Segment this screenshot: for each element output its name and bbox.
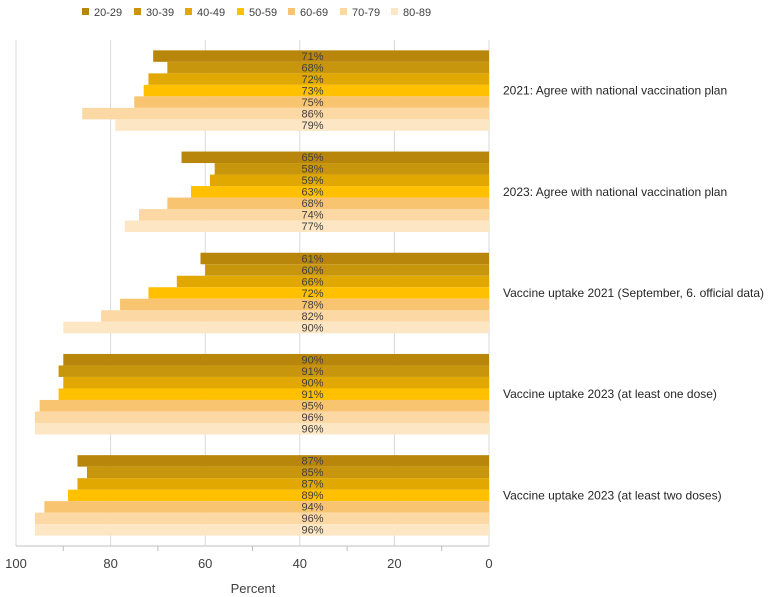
x-tick-label: 80 bbox=[103, 556, 117, 571]
legend-label-30-39: 30-39 bbox=[146, 7, 174, 19]
bar-70-79-4 bbox=[34, 512, 490, 525]
bar-60-69-4 bbox=[44, 501, 489, 513]
bar-50-59-4 bbox=[68, 489, 489, 502]
bar-20-29-0 bbox=[153, 50, 490, 62]
bar-30-39-2 bbox=[205, 264, 489, 276]
x-axis-title: Percent bbox=[231, 581, 276, 596]
legend-label-80-89: 80-89 bbox=[403, 7, 431, 19]
bar-70-79-0 bbox=[82, 107, 489, 120]
bar-80-89-0 bbox=[115, 119, 489, 131]
legend-swatch-60-69 bbox=[288, 8, 295, 15]
data-label: 72% bbox=[301, 74, 323, 86]
bar-60-69-0 bbox=[134, 96, 489, 108]
bar-40-49-1 bbox=[209, 174, 489, 187]
data-label: 63% bbox=[301, 187, 323, 199]
data-label: 73% bbox=[301, 85, 323, 97]
bar-50-59-1 bbox=[191, 186, 489, 198]
data-label: 87% bbox=[301, 479, 323, 491]
x-tick-label: 60 bbox=[198, 556, 212, 571]
data-label: 61% bbox=[301, 253, 323, 265]
bar-60-69-2 bbox=[120, 298, 489, 311]
bar-60-69-3 bbox=[39, 399, 490, 412]
category-label: 2023: Agree with national vaccination pl… bbox=[503, 185, 727, 199]
data-label: 96% bbox=[301, 423, 323, 435]
legend-swatch-50-59 bbox=[237, 8, 244, 15]
data-label: 96% bbox=[301, 513, 323, 525]
data-label: 90% bbox=[301, 322, 323, 334]
data-label: 60% bbox=[301, 265, 323, 277]
legend-label-60-69: 60-69 bbox=[300, 7, 328, 19]
bar-20-29-2 bbox=[200, 252, 489, 265]
legend-swatch-30-39 bbox=[134, 8, 141, 15]
bar-40-49-0 bbox=[148, 73, 489, 85]
data-label: 77% bbox=[301, 221, 323, 233]
data-label: 87% bbox=[301, 456, 323, 468]
bar-30-39-3 bbox=[58, 365, 489, 377]
data-label: 94% bbox=[301, 502, 323, 514]
data-label: 91% bbox=[301, 389, 323, 401]
category-label: Vaccine uptake 2021 (September, 6. offic… bbox=[503, 286, 764, 300]
x-tick-label: 40 bbox=[293, 556, 307, 571]
category-label: Vaccine uptake 2023 (at least one dose) bbox=[503, 387, 717, 401]
bar-70-79-3 bbox=[34, 411, 490, 423]
data-label: 66% bbox=[301, 276, 323, 288]
data-label: 58% bbox=[301, 164, 323, 176]
data-label: 65% bbox=[301, 152, 323, 164]
legend-label-40-49: 40-49 bbox=[197, 7, 225, 19]
data-label: 89% bbox=[301, 490, 323, 502]
data-label: 86% bbox=[301, 108, 323, 120]
data-label: 79% bbox=[301, 120, 323, 132]
data-label: 90% bbox=[301, 354, 323, 366]
data-label: 72% bbox=[301, 288, 323, 300]
legend-label-20-29: 20-29 bbox=[94, 7, 122, 19]
bar-80-89-2 bbox=[63, 321, 490, 334]
bar-80-89-1 bbox=[124, 220, 489, 233]
bar-20-29-4 bbox=[77, 455, 490, 467]
data-label: 85% bbox=[301, 467, 323, 479]
x-tick-label: 20 bbox=[387, 556, 401, 571]
category-label: Vaccine uptake 2023 (at least two doses) bbox=[503, 488, 722, 502]
bar-70-79-2 bbox=[101, 310, 489, 322]
x-tick-label: 100 bbox=[5, 556, 27, 571]
bar-50-59-0 bbox=[143, 84, 489, 97]
data-label: 68% bbox=[301, 198, 323, 210]
data-label: 59% bbox=[301, 175, 323, 187]
data-label: 75% bbox=[301, 97, 323, 109]
bar-70-79-1 bbox=[138, 209, 490, 221]
data-label: 95% bbox=[301, 400, 323, 412]
bar-20-29-1 bbox=[181, 151, 490, 164]
data-label: 91% bbox=[301, 366, 323, 378]
legend-label-70-79: 70-79 bbox=[352, 7, 380, 19]
bar-80-89-3 bbox=[34, 422, 490, 435]
legend-swatch-40-49 bbox=[185, 8, 192, 15]
category-label: 2021: Agree with national vaccination pl… bbox=[503, 84, 727, 98]
bar-40-49-2 bbox=[176, 275, 489, 288]
bar-30-39-0 bbox=[167, 61, 490, 74]
legend-label-50-59: 50-59 bbox=[249, 7, 277, 19]
bar-40-49-4 bbox=[77, 478, 490, 490]
data-label: 96% bbox=[301, 525, 323, 537]
data-label: 96% bbox=[301, 412, 323, 424]
bar-50-59-2 bbox=[148, 287, 489, 299]
legend-swatch-80-89 bbox=[391, 8, 398, 15]
bar-50-59-3 bbox=[58, 388, 489, 400]
bar-20-29-3 bbox=[63, 353, 490, 366]
data-label: 68% bbox=[301, 62, 323, 74]
data-label: 78% bbox=[301, 299, 323, 311]
x-tick-label: 0 bbox=[485, 556, 492, 571]
bar-40-49-3 bbox=[63, 376, 490, 389]
legend-swatch-70-79 bbox=[340, 8, 347, 15]
bar-30-39-1 bbox=[214, 163, 489, 175]
data-label: 71% bbox=[301, 51, 323, 63]
data-label: 90% bbox=[301, 377, 323, 389]
bar-30-39-4 bbox=[86, 466, 489, 479]
bar-80-89-4 bbox=[34, 524, 490, 536]
bar-60-69-1 bbox=[167, 197, 490, 210]
legend-swatch-20-29 bbox=[82, 8, 89, 15]
data-label: 82% bbox=[301, 311, 323, 323]
data-label: 74% bbox=[301, 210, 323, 222]
